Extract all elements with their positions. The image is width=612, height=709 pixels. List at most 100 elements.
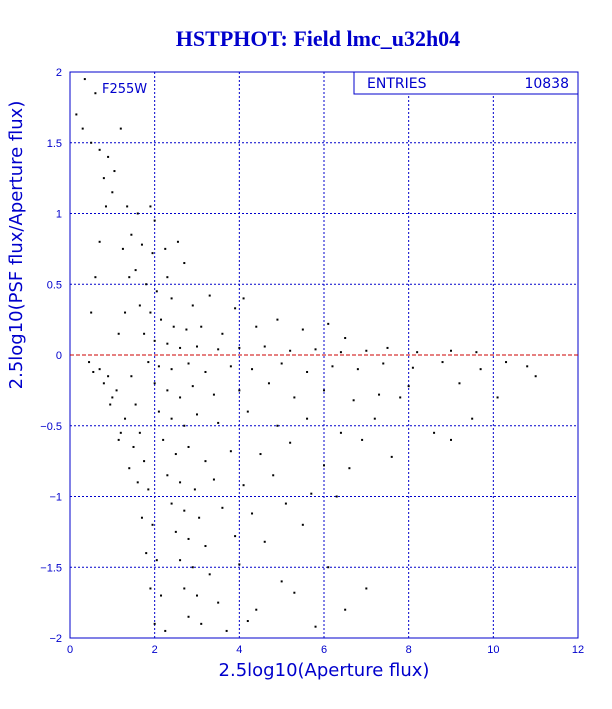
data-point [242, 297, 245, 300]
data-point [153, 339, 156, 342]
data-point [238, 389, 241, 392]
data-point [352, 399, 355, 402]
data-point [234, 535, 237, 538]
data-point [92, 370, 95, 373]
data-point [119, 127, 122, 130]
data-point [234, 307, 237, 310]
data-point [196, 413, 198, 416]
x-tick-label: 6 [321, 644, 327, 656]
data-point [143, 460, 146, 463]
data-point [176, 240, 179, 243]
data-point [157, 365, 160, 368]
data-point [289, 441, 292, 444]
data-point [263, 540, 266, 543]
data-point [149, 205, 152, 208]
data-point [238, 346, 241, 349]
data-point [301, 328, 304, 331]
data-point [217, 348, 220, 351]
data-point [365, 349, 368, 352]
data-point [147, 361, 150, 364]
data-point [284, 502, 287, 505]
data-point [276, 424, 279, 427]
data-point [102, 177, 105, 180]
data-point [98, 368, 101, 371]
data-point [179, 396, 182, 399]
data-point [143, 332, 146, 335]
data-point [339, 431, 342, 434]
data-point [109, 403, 112, 406]
data-point [115, 389, 118, 392]
x-axis-title: 2.5log10(Aperture flux) [219, 660, 430, 681]
data-point [136, 481, 139, 484]
data-point [331, 365, 334, 368]
data-point [179, 346, 182, 349]
data-point [98, 240, 101, 243]
data-point [102, 382, 105, 385]
data-point [255, 608, 258, 611]
data-point [149, 311, 152, 314]
data-point [187, 445, 190, 448]
data-point [187, 362, 190, 365]
data-point [138, 304, 141, 307]
data-point [208, 573, 211, 576]
data-point [323, 389, 325, 392]
data-point [251, 512, 254, 515]
data-point [204, 370, 207, 373]
data-point [88, 361, 91, 364]
data-point [170, 297, 173, 300]
data-point [119, 431, 122, 434]
data-point [124, 311, 127, 314]
data-point [200, 622, 203, 625]
data-point [263, 345, 266, 348]
data-point [208, 294, 211, 297]
data-point [534, 375, 537, 378]
data-point [191, 385, 194, 388]
data-point [166, 474, 169, 477]
y-tick-label: −2 [49, 633, 62, 645]
data-point [339, 351, 342, 354]
data-point [441, 361, 444, 364]
data-point [386, 346, 389, 349]
data-point [153, 622, 156, 625]
data-point [450, 438, 452, 441]
data-point [187, 537, 190, 540]
data-point [166, 389, 169, 392]
data-point [117, 332, 120, 335]
data-point [204, 460, 207, 463]
data-point [179, 559, 182, 562]
data-point [160, 318, 163, 321]
data-point [174, 530, 177, 533]
data-point [526, 365, 529, 368]
data-point [267, 382, 270, 385]
data-point [433, 431, 436, 434]
data-point [450, 349, 452, 352]
data-point [407, 385, 410, 388]
data-point [196, 345, 198, 348]
data-points [75, 78, 537, 632]
data-point [183, 509, 186, 512]
data-point [323, 464, 325, 467]
data-point [81, 127, 84, 130]
data-point [183, 587, 186, 590]
data-point [356, 368, 359, 371]
data-point [238, 563, 241, 566]
data-point [505, 361, 508, 364]
data-point [306, 417, 309, 420]
data-point [140, 516, 143, 519]
data-point [373, 417, 376, 420]
data-point [151, 252, 154, 255]
data-point [191, 304, 194, 307]
data-point [187, 615, 190, 618]
data-point [128, 276, 131, 279]
data-point [289, 349, 292, 352]
stats-box-value: 10838 [524, 76, 569, 92]
data-point [221, 332, 224, 335]
data-point [293, 396, 296, 399]
data-point [179, 481, 182, 484]
stats-box-label: ENTRIES [367, 76, 427, 92]
data-point [134, 403, 137, 406]
data-point [344, 337, 347, 340]
y-tick-label: −1 [49, 492, 62, 504]
data-point [280, 580, 283, 583]
